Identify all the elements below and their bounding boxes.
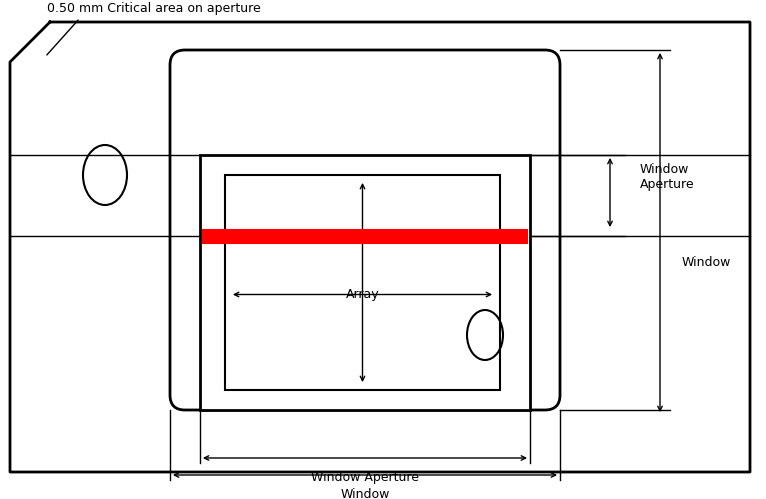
Text: 0.50 mm Critical area on aperture: 0.50 mm Critical area on aperture <box>47 2 260 15</box>
Text: Window: Window <box>682 255 732 268</box>
Text: Window: Window <box>340 488 390 499</box>
FancyBboxPatch shape <box>170 50 560 410</box>
Text: Array: Array <box>345 288 379 301</box>
Ellipse shape <box>83 145 127 205</box>
Ellipse shape <box>467 310 503 360</box>
Bar <box>203 230 527 243</box>
Text: Window
Aperture: Window Aperture <box>640 163 695 191</box>
Bar <box>200 155 530 410</box>
Bar <box>225 175 500 390</box>
Text: Window Aperture: Window Aperture <box>311 471 419 484</box>
